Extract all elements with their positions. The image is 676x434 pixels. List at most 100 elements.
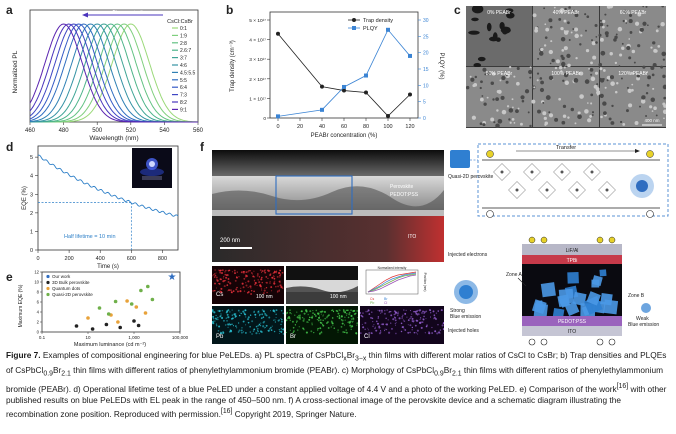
sem-grain — [598, 62, 603, 67]
eds-speckle — [378, 309, 381, 312]
eds-speckle — [228, 322, 230, 325]
eds-speckle — [265, 324, 268, 327]
eds-speckle — [423, 312, 425, 315]
eds-speckle — [336, 315, 339, 318]
eds-speckle — [280, 285, 283, 289]
eds-speckle — [306, 321, 308, 323]
eds-speckle — [302, 327, 305, 330]
eds-speckle — [331, 310, 333, 312]
eds-speckle — [219, 290, 221, 292]
sem-grain — [516, 81, 520, 86]
eds-speckle — [394, 319, 397, 322]
eds-speckle — [348, 321, 351, 324]
eds-speckle — [212, 309, 214, 312]
eds-speckle — [278, 332, 280, 335]
sem-pore — [473, 62, 482, 68]
eds-br-speckle — [286, 309, 358, 335]
eds-speckle — [332, 309, 334, 312]
sem-grain — [532, 13, 537, 18]
eds-speckle — [385, 328, 388, 331]
eds-speckle — [347, 316, 350, 319]
sem-grain — [602, 19, 606, 24]
sem-grain — [595, 36, 598, 38]
eds-speckle — [235, 276, 238, 278]
sem-grain — [517, 107, 520, 110]
eds-speckle — [239, 290, 242, 293]
sem-grain — [636, 74, 640, 78]
eds-speckle — [418, 321, 422, 324]
legend-trap-label: Trap density — [363, 18, 393, 24]
layer-ito — [522, 326, 622, 336]
eds-speckle — [380, 312, 382, 314]
eds-speckle — [422, 310, 424, 313]
sem-grain — [484, 73, 487, 76]
sem-grain — [543, 116, 547, 120]
eds-speckle — [251, 320, 254, 323]
sem-grain — [596, 90, 601, 95]
sem-grain — [653, 106, 657, 111]
eds-speckle — [385, 323, 389, 326]
sem-grain — [577, 114, 582, 120]
sem-grain — [560, 26, 564, 31]
time-tick-label: 0 — [36, 256, 39, 262]
comparison-legend-marker — [46, 280, 50, 285]
trap-x-tick-label: 80 — [363, 124, 369, 130]
legend-entry: 3:7 — [180, 56, 187, 62]
weak-label: Weak — [636, 316, 649, 322]
sem-grain — [513, 122, 516, 124]
sem-grain — [614, 90, 618, 94]
eds-speckle — [217, 310, 219, 312]
eds-speckle — [437, 310, 440, 312]
perovskite-crystal — [540, 282, 556, 298]
eds-speckle — [228, 289, 231, 292]
profile-xlabel: Normalized intensity — [378, 266, 407, 270]
eds-speckle — [214, 320, 216, 322]
time-tick-label: 400 — [96, 256, 105, 262]
eds-speckle — [245, 316, 247, 318]
sem-tile-label: 40% PEABr — [553, 10, 580, 16]
eds-speckle — [225, 317, 228, 319]
sem-grain — [554, 66, 558, 70]
plqy-marker — [276, 114, 280, 119]
sem-grain — [543, 44, 547, 47]
eds-speckle — [425, 318, 427, 320]
eds-speckle — [356, 324, 358, 326]
panel-label-c: c — [454, 3, 461, 17]
caption-text-2: Br — [346, 350, 356, 360]
trap-marker — [320, 84, 324, 89]
eds-speckle — [341, 322, 344, 325]
sem-grain — [661, 51, 667, 57]
eds-speckle — [222, 277, 224, 279]
eds-speckle — [289, 311, 291, 314]
plqy-marker — [386, 27, 390, 32]
eds-speckle — [275, 316, 277, 319]
eds-speckle — [390, 314, 393, 317]
eds-speckle — [273, 277, 276, 280]
sem-grain — [473, 82, 478, 87]
eds-speckle — [273, 330, 276, 333]
eds-speckle — [291, 320, 294, 323]
eds-speckle — [245, 274, 247, 276]
eds-speckle — [259, 313, 261, 316]
eds-speckle — [346, 313, 348, 315]
eds-speckle — [274, 311, 276, 313]
sem-grain — [511, 98, 514, 101]
eds-speckle — [397, 311, 399, 313]
eds-speckle — [236, 327, 238, 329]
eds-speckle — [279, 290, 281, 292]
eds-speckle — [280, 310, 283, 312]
eds-speckle — [351, 319, 353, 321]
caption-sub-21: 2.1 — [61, 370, 71, 378]
eds-speckle — [247, 316, 250, 319]
eds-speckle — [257, 324, 260, 327]
sem-pore — [505, 8, 514, 13]
sem-grain — [486, 96, 489, 99]
eds-speckle — [231, 291, 233, 293]
eds-speckle — [214, 269, 216, 271]
eds-speckle — [259, 269, 262, 272]
eds-speckle — [429, 316, 432, 318]
sem-grain — [603, 111, 607, 116]
lum-tick-label: 100,000 — [172, 335, 188, 340]
eds-speckle — [393, 310, 396, 313]
sem-grain — [549, 62, 552, 65]
